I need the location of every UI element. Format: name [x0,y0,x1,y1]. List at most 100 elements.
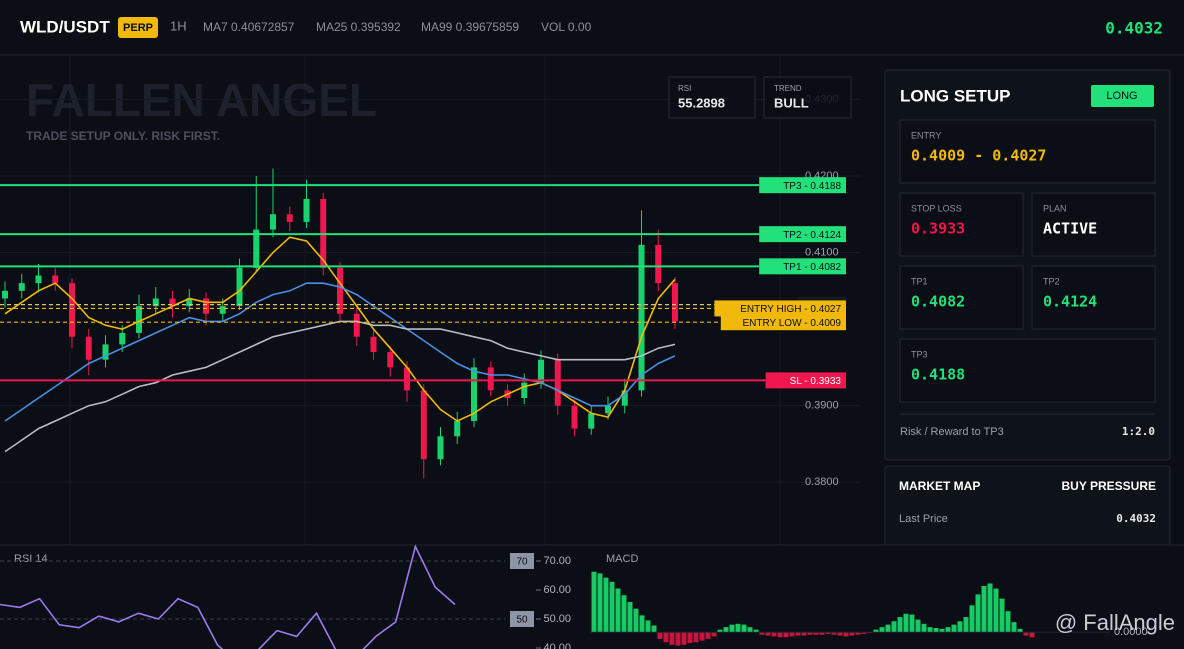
candle-body [253,229,260,268]
candle-body [270,214,276,230]
candle-body [236,267,243,307]
stop-label: STOP LOSS [911,203,962,213]
macd-bar [1017,628,1023,633]
macd-bar [933,628,939,633]
candle-body [655,244,662,284]
candle-body [588,413,595,429]
macd-tick-label: 0.0000 [1114,626,1148,638]
ma7-label: MA7 0.40672857 [203,20,295,34]
interval: 1H [170,18,187,33]
rsi-tick-label: 40.00 [543,642,571,649]
ma-line [4,320,676,453]
candle-body [337,267,343,314]
candle-body [538,359,544,383]
rsi-title: RSI 14 [14,553,48,565]
entry-value: 0.4009 - 0.4027 [911,147,1046,165]
rsi-level-label: 70 [516,557,528,568]
macd-bar [939,628,945,633]
macd-bar [777,632,783,638]
last-price-label: Last Price [899,513,948,525]
candle-body [52,275,59,284]
macd-bar [663,632,669,643]
level-label: TP3 - 0.4188 [783,181,841,192]
macd-bar [759,632,765,635]
entry-label: ENTRY [911,130,941,140]
candle-body [136,306,142,333]
rsi-line [0,544,456,649]
ma-line [4,282,676,422]
macd-bar [705,632,711,639]
macd-bar [699,632,705,641]
rsi-box-value: 55.2898 [678,95,725,110]
macd-bar [969,605,975,633]
macd-bar [771,632,777,637]
trend-box [763,76,852,119]
rsi-level-label: 50 [516,615,528,626]
rr-value: 1:2.0 [1122,425,1155,438]
ma-line [4,236,676,422]
ma25-label: MA25 0.395392 [316,20,401,34]
macd-bar [795,632,801,636]
macd-bar [633,608,639,633]
tp1-value: 0.4082 [911,293,965,311]
macd-bar [945,627,951,633]
macd-bar [693,632,699,643]
candle-body [487,367,494,391]
macd-bar [1023,632,1029,636]
level-label: SL - 0.3933 [790,376,842,387]
candle-body [186,298,193,307]
candle-body [454,420,461,437]
rsi-box-label: RSI [678,84,691,93]
macd-bar [999,598,1005,633]
macd-bar [927,627,933,633]
candle-body [152,298,159,307]
macd-bar [963,617,969,633]
macd-bar [747,627,753,633]
candle-body [85,336,92,360]
last-price-value: 0.4032 [1116,512,1156,525]
macd-bar [855,632,861,635]
macd-bar [909,614,915,633]
macd-bar [717,629,723,633]
rsi-tick-label: 60.00 [543,584,571,596]
macd-bar [765,632,771,636]
macd-bar [711,632,717,637]
macd-bar [873,629,879,633]
rsi-level-badge [510,611,534,627]
long-badge-text: LONG [1106,90,1137,102]
market-status: BUY PRESSURE [1062,479,1156,493]
tp1-label: TP1 [911,276,928,286]
plan-label: PLAN [1043,203,1067,213]
level-tag [720,314,846,331]
candle-body [672,283,678,322]
rsi-level-badge [510,553,534,569]
indicator-boxes: RSI 55.2898 TREND BULL [668,76,852,119]
macd-bar [957,621,963,633]
macd-bar [645,620,651,633]
tp2-box [1031,265,1156,330]
candle-body [2,290,8,299]
macd-bar [981,586,987,633]
candle-body [353,313,360,337]
plan-value: ACTIVE [1043,220,1097,238]
candle-body [471,367,477,421]
rsi-tick-label: 50.00 [543,613,571,625]
macd-bar [903,613,909,633]
stop-value: 0.3933 [911,220,965,238]
candle-body [169,298,176,307]
candle-body [554,359,561,406]
macd-bar [837,632,843,636]
candle-body [18,283,25,291]
macd-bar [669,632,675,645]
trend-box-label: TREND [774,84,802,93]
macd-bar [783,632,789,638]
macd-bar [819,632,825,635]
macd-bar [813,632,819,635]
macd-bar [951,624,957,633]
tp3-value: 0.4188 [911,366,965,384]
tp3-label: TP3 [911,349,928,359]
tp3-box [899,338,1156,403]
candle-body [621,390,628,406]
tp2-value: 0.4124 [1043,293,1097,311]
